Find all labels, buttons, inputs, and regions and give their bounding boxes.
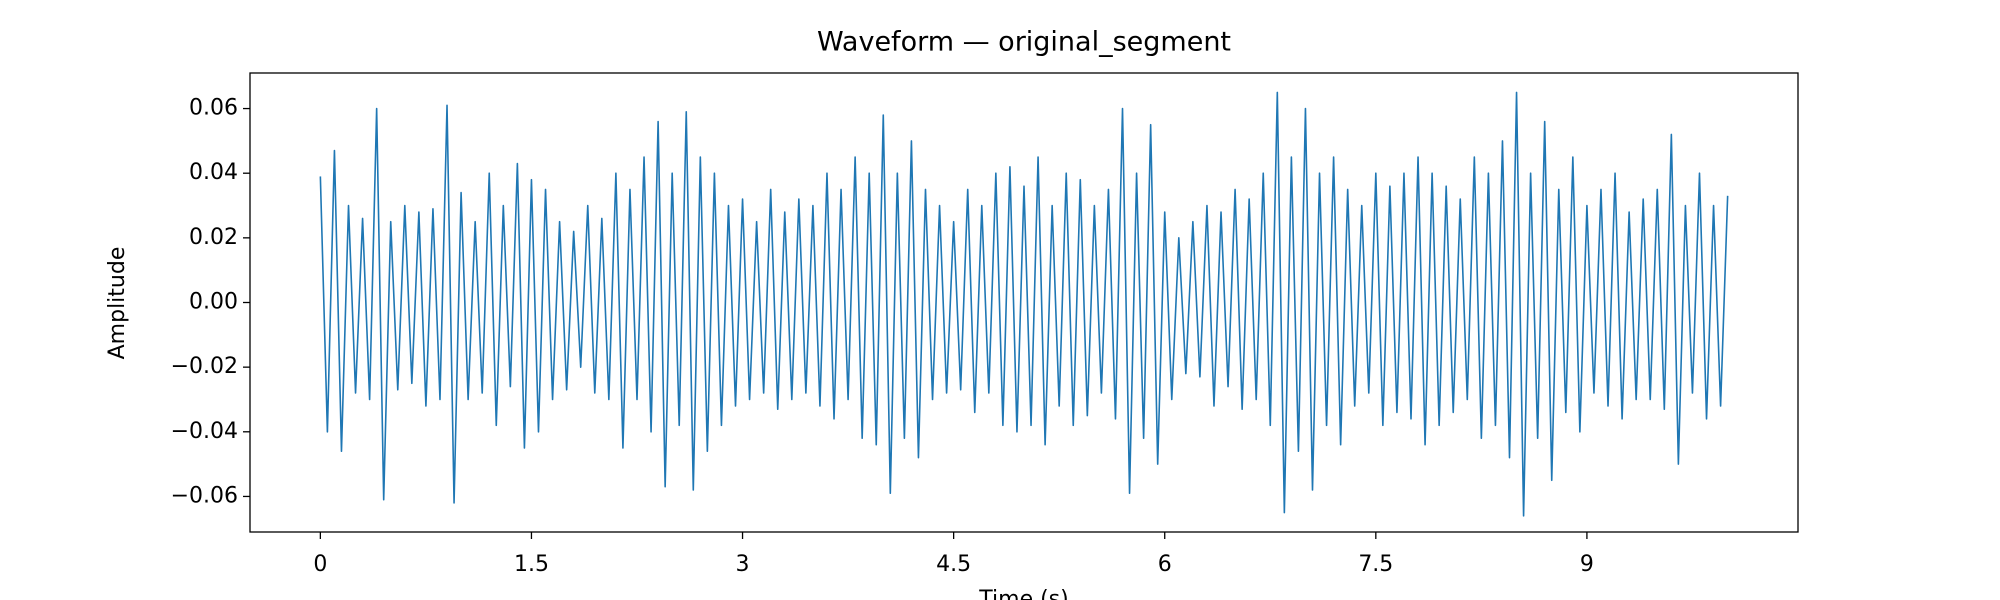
y-axis-label: Amplitude xyxy=(105,247,130,360)
waveform-line xyxy=(319,91,1729,517)
plot-frame xyxy=(249,72,1799,533)
x-tick-label: 0 xyxy=(313,552,327,577)
x-tick-label: 7.5 xyxy=(1358,552,1393,577)
chart-title: Waveform — original_segment xyxy=(817,27,1231,58)
y-tick-label: 0.00 xyxy=(189,290,238,315)
y-tick-label: −0.02 xyxy=(171,354,238,379)
y-tick-label: 0.02 xyxy=(189,225,238,250)
x-tick-label: 9 xyxy=(1580,552,1594,577)
x-tick-label: 4.5 xyxy=(936,552,971,577)
y-tick-label: −0.06 xyxy=(171,483,238,508)
x-tick-label: 1.5 xyxy=(514,552,549,577)
x-axis-label: Time (s) xyxy=(978,587,1068,600)
y-tick-label: 0.04 xyxy=(189,160,238,185)
x-tick-label: 6 xyxy=(1158,552,1172,577)
y-tick-label: −0.04 xyxy=(171,419,238,444)
x-tick-label: 3 xyxy=(736,552,750,577)
y-tick-label: 0.06 xyxy=(189,96,238,121)
